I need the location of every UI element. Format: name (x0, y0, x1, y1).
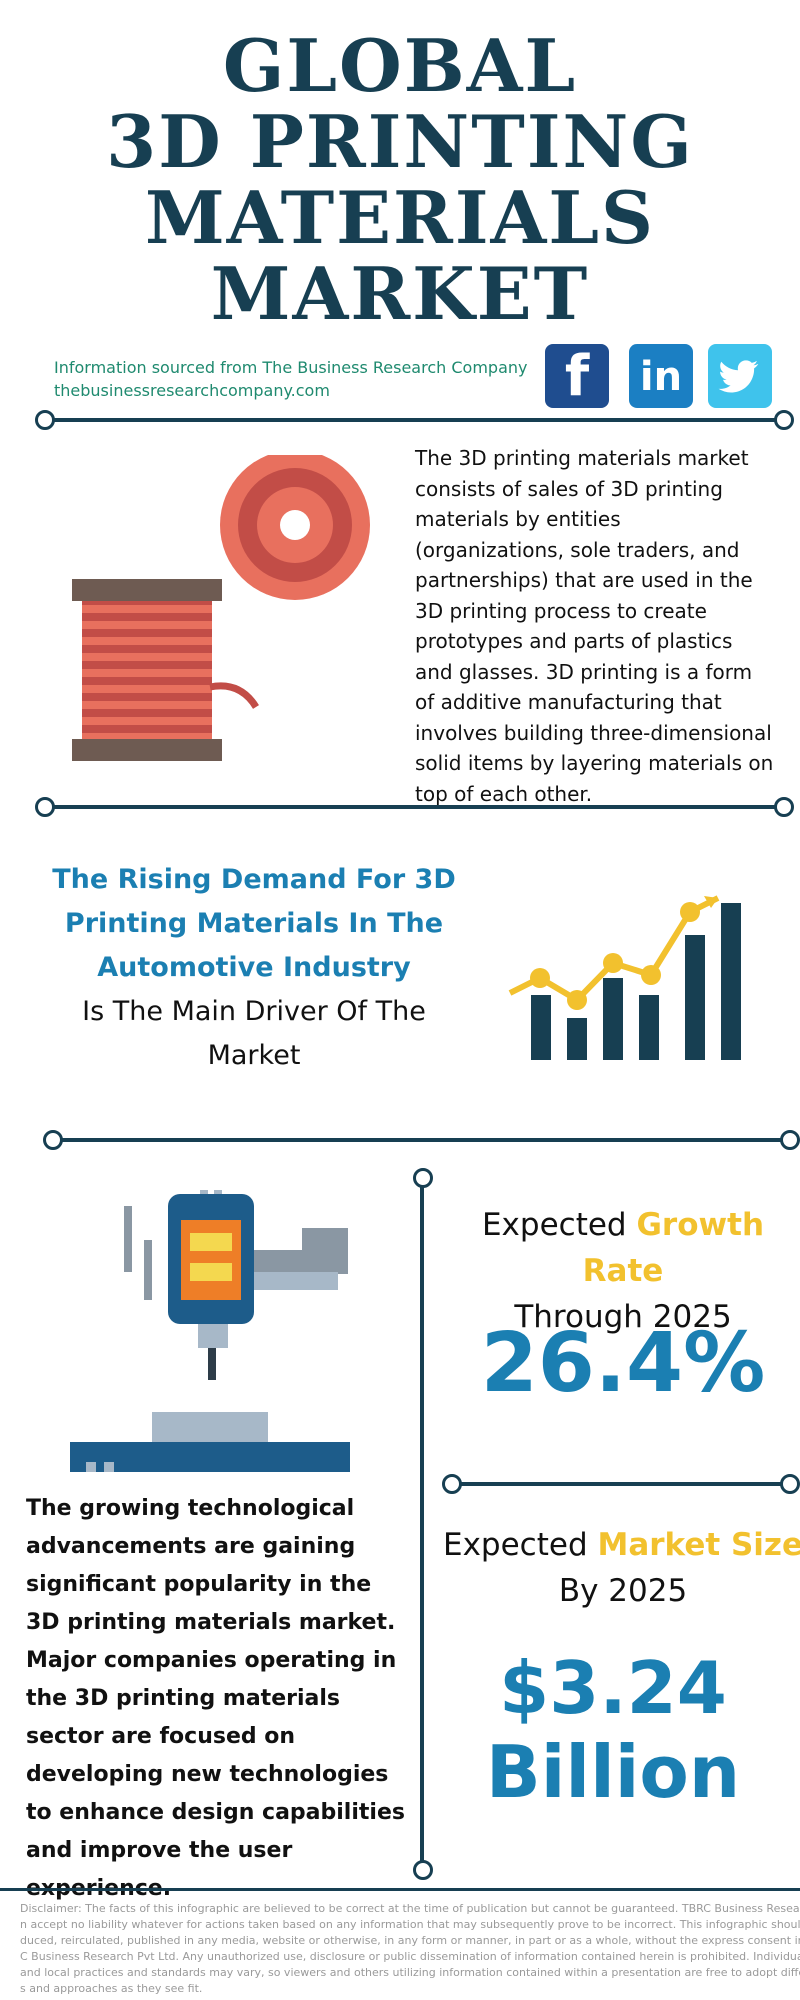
twitter-bird-icon (718, 360, 759, 393)
divider (44, 805, 784, 809)
facebook-glyph: f (564, 344, 590, 409)
label-prefix: Expected (443, 1527, 598, 1563)
label-prefix: Expected (481, 1207, 637, 1243)
market-driver: The Rising Demand For 3D Printing Materi… (44, 858, 464, 1078)
vertical-divider (420, 1178, 424, 1868)
title-line: MARKET (210, 251, 590, 336)
title-line: 3D PRINTING (106, 99, 694, 184)
divider-dot (413, 1168, 433, 1188)
footer-line (0, 1888, 800, 1891)
disclaimer-line: and local practices and standards may va… (20, 1966, 800, 1979)
disclaimer-line: n accept no liability whatever for actio… (20, 1918, 800, 1931)
divider-dot (780, 1474, 800, 1494)
disclaimer-line: duced, reirculated, published in any med… (20, 1934, 800, 1947)
market-size-label: Expected Market Size (438, 1522, 800, 1568)
growth-chart-icon (508, 895, 741, 1060)
market-description: The 3D printing materials market consist… (415, 446, 774, 806)
growth-rate-period: Through 2025 (514, 1299, 732, 1335)
twitter-icon[interactable] (708, 344, 772, 408)
driver-highlight: The Rising Demand For 3D Printing Materi… (52, 864, 456, 983)
market-size-heading: Expected Market Size By 2025 (438, 1522, 800, 1614)
divider (44, 418, 784, 422)
divider-dot (780, 1130, 800, 1150)
market-size-period: By 2025 (558, 1573, 688, 1609)
divider-dot (35, 797, 55, 817)
source-url[interactable]: thebusinessresearchcompany.com (54, 381, 330, 400)
filament-spool-icon (72, 455, 370, 761)
divider-dot (43, 1130, 63, 1150)
3d-printer-icon (70, 1190, 350, 1472)
divider-dot (774, 797, 794, 817)
source-text: Information sourced from The Business Re… (54, 358, 528, 377)
disclaimer-line: C Business Research Pvt Ltd. Any unautho… (20, 1950, 800, 1963)
driver-rest: Is The Main Driver Of The Market (82, 996, 426, 1071)
disclaimer-line: s and approaches as they see fit. (20, 1982, 203, 1995)
label-highlight: Growth Rate (582, 1207, 765, 1289)
source-info: Information sourced from The Business Re… (54, 356, 527, 402)
linkedin-glyph: in (639, 354, 683, 400)
linkedin-icon[interactable]: in (629, 344, 693, 408)
disclaimer-line: Disclaimer: The facts of this infographi… (20, 1902, 800, 1915)
advancements-text: The growing technological advancements a… (26, 1496, 405, 1901)
divider-dot (774, 410, 794, 430)
title-line: MATERIALS (144, 175, 656, 260)
market-size-value: $3.24 Billion (438, 1646, 788, 1814)
disclaimer: Disclaimer: The facts of this infographi… (20, 1901, 800, 1997)
facebook-icon[interactable]: f (545, 344, 609, 408)
growth-rate-label: Expected Growth Rate (438, 1202, 800, 1294)
divider (452, 1482, 784, 1486)
market-size-amount: $3.24 (499, 1646, 727, 1730)
divider (52, 1138, 784, 1142)
divider-dot (413, 1860, 433, 1880)
page-title: GLOBAL 3D PRINTING MATERIALS MARKET (0, 28, 800, 332)
label-highlight: Market Size (597, 1527, 800, 1563)
growth-rate-value: 26.4% (480, 1316, 766, 1411)
title-line: GLOBAL (222, 23, 578, 108)
market-size-unit: Billion (485, 1730, 741, 1814)
divider-dot (442, 1474, 462, 1494)
divider-dot (35, 410, 55, 430)
growth-rate-heading: Expected Growth Rate Through 2025 (438, 1202, 800, 1340)
